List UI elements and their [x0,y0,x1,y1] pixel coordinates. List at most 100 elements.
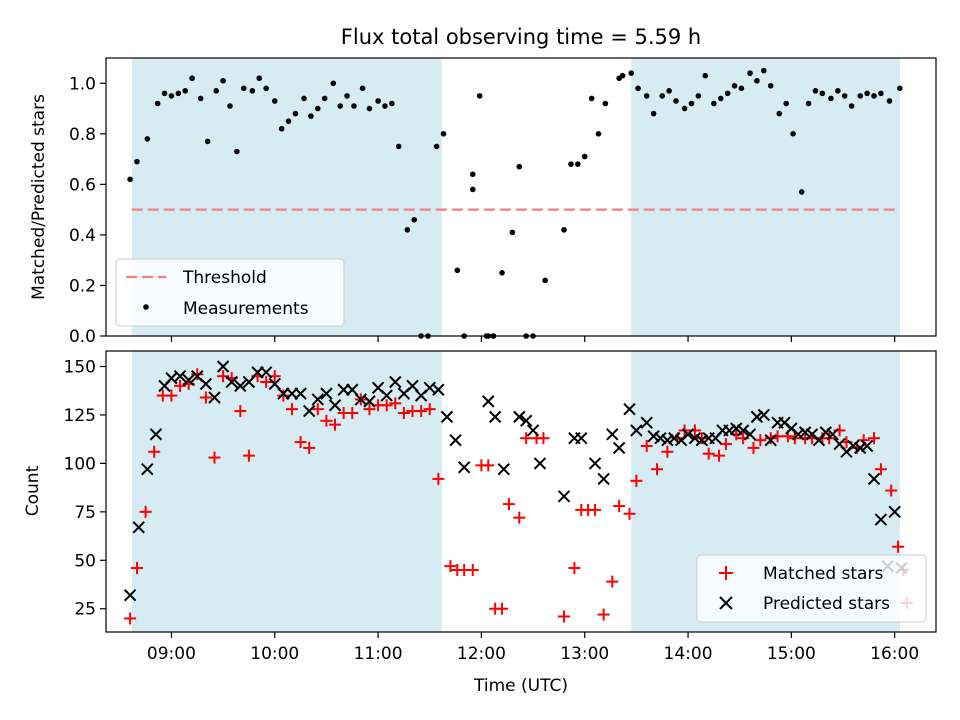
measurement-point [278,125,285,132]
predicted-star-point [182,373,195,387]
measurement-point [776,110,783,117]
measurement-point [175,90,182,97]
predicted-star-point [328,399,342,412]
measurement-point [695,93,702,99]
predicted-star-point [612,441,626,455]
measurement-point [666,88,672,94]
y-tick-label: 150 [64,358,96,378]
y-tick-label: 0.4 [69,226,96,246]
matched-star-point [148,445,161,458]
predicted-star-point [488,410,502,424]
measurement-point [127,176,133,183]
predicted-star-point [730,422,743,435]
measurement-point [308,113,314,119]
matched-star-point [537,432,550,445]
measurement-point [344,93,350,99]
predicted-star-point [141,463,154,476]
measurement-point [182,88,189,94]
predicted-star-point [225,375,238,389]
measurement-point [841,93,848,99]
measurement-point [619,72,626,79]
matched-star-point [389,397,402,410]
measurement-point [848,103,855,109]
matched-star-point [482,459,495,472]
measurement-point [154,100,161,107]
predicted-star-point [216,360,230,373]
predicted-star-point [432,383,445,396]
y-tick-label: 25 [74,600,96,620]
predicted-star-point [826,428,839,441]
x-tick-label: 16:00 [870,644,919,664]
legend-matched-label: Matched stars [763,564,883,584]
y-tick-label: 0.2 [69,276,96,296]
matched-star-point [496,602,509,615]
measurement-point [561,227,567,233]
x-tick-label: 09:00 [147,644,196,664]
matched-star-point [623,507,636,520]
predicted-star-point [888,505,901,519]
measurement-point [588,95,595,102]
predicted-star-point [149,428,163,441]
matched-star-point [597,608,610,621]
x-tick-label: 10:00 [250,644,299,664]
legend-measurements-swatch [143,304,149,310]
measurement-point [204,138,211,145]
matched-star-point [502,498,515,511]
matched-star-point [661,445,674,458]
measurement-point [635,85,641,92]
predicted-star-point [457,461,471,474]
measurement-point [433,143,440,150]
matched-star-point [432,472,445,485]
measurement-point [213,88,220,94]
measurement-point [864,90,870,97]
measurement-point [469,171,476,178]
predicted-star-point [380,389,393,402]
predicted-star-point [798,426,812,439]
measurement-point [717,95,724,102]
y-tick-label: 1.0 [69,74,96,94]
y-tick-label: 75 [74,503,96,523]
measurement-point [375,98,381,104]
legend-predicted-label: Predicted stars [763,594,890,614]
measurement-point [711,100,717,107]
measurement-point [240,85,247,92]
predicted-star-point [311,393,325,406]
measurement-point [315,105,321,112]
predicted-star-point [389,375,402,389]
predicted-star-point [519,414,533,427]
measurement-point [404,227,411,233]
measurement-point [738,85,745,92]
predicted-star-point [513,410,526,424]
predicted-star-point [557,490,571,503]
bottom-panel: 25 50 75 100 125 150 09:00 10:00 11:00 12:00 13:0… [23,350,937,696]
matched-star-point [199,391,212,404]
predicted-star-point [449,433,462,447]
top-axes-frame [105,57,937,337]
matched-star-point [630,474,643,487]
predicted-star-point [764,433,777,447]
measurement-point [197,95,204,102]
matched-star-point [868,432,881,445]
measurement-point [828,95,834,102]
measurement-points [127,67,903,339]
predicted-star-point [847,439,860,453]
matched-star-point [311,403,324,416]
measurement-point [688,100,695,107]
matched-star-point [702,447,715,460]
matched-star-point [719,438,732,451]
measurement-point [220,77,226,84]
predicted-star-point [867,472,881,486]
bottom-x-ticks: 09:00 10:00 11:00 12:00 13:00 14:00 15:00 16:00 [147,632,919,664]
top-x-ticks [170,336,896,342]
measurement-point [819,90,826,97]
measurement-point [321,95,328,102]
top-legend-box [115,258,345,327]
measurement-point [702,72,709,79]
predicted-star-point [259,366,273,379]
bottom-y-ticks: 25 50 75 100 125 150 [64,358,106,620]
matched-star-point [874,463,887,476]
predicted-star-point [173,369,187,383]
matched-star-point [242,449,255,462]
measurement-point [366,105,373,112]
matched-star-point [165,389,178,402]
